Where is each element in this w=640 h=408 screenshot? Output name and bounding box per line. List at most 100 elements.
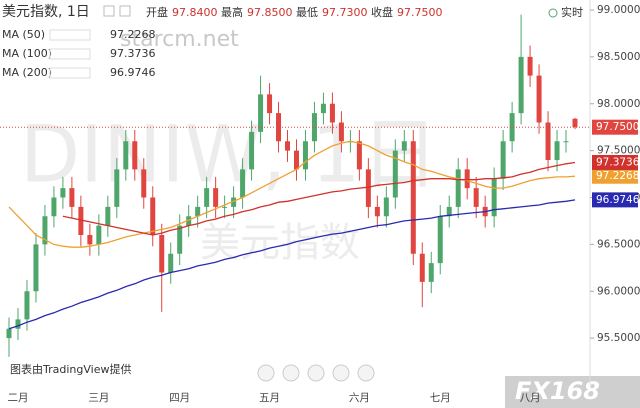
price-tag bbox=[592, 168, 638, 184]
candle-body bbox=[428, 263, 434, 282]
open-label: 开盘 bbox=[146, 5, 168, 19]
candle-body bbox=[320, 103, 326, 114]
price-tag-label: 97.7500 bbox=[596, 121, 639, 133]
header-icons bbox=[103, 5, 131, 17]
y-tick-label: 95.5000 bbox=[597, 332, 640, 344]
price-tag bbox=[592, 154, 638, 170]
y-tick-label: 96.0000 bbox=[597, 285, 640, 297]
open-value: 97.8400 bbox=[172, 6, 218, 19]
price-tag-label: 97.3736 bbox=[596, 156, 640, 168]
candle-body bbox=[96, 225, 102, 245]
candle-body bbox=[105, 206, 111, 226]
x-tick-label: 八月 bbox=[520, 392, 541, 404]
legend-label: MA (100) bbox=[2, 47, 52, 60]
y-tick-label: 97.5000 bbox=[597, 145, 640, 157]
x-tick-label: 六月 bbox=[349, 392, 370, 404]
price-tag bbox=[592, 192, 638, 208]
candle-body bbox=[410, 141, 416, 254]
logo-box bbox=[505, 376, 640, 408]
realtime-icon[interactable] bbox=[548, 8, 558, 18]
legend-icons bbox=[49, 29, 91, 41]
candle-body bbox=[186, 216, 192, 226]
candle-body bbox=[491, 178, 497, 217]
low-label: 最低 bbox=[296, 6, 318, 19]
x-tick-label: 四月 bbox=[169, 392, 190, 404]
candle-body bbox=[132, 141, 138, 170]
candle-body bbox=[545, 122, 551, 160]
candle-body bbox=[78, 206, 84, 235]
candle-body bbox=[536, 75, 542, 123]
candle-body bbox=[141, 169, 147, 198]
candle-body bbox=[150, 197, 156, 235]
candle-body bbox=[455, 169, 461, 207]
legend-icons bbox=[49, 67, 91, 79]
y-tick-label: 98.5000 bbox=[597, 51, 640, 63]
y-tick-label: 98.0000 bbox=[597, 98, 640, 110]
candle-body bbox=[392, 150, 398, 198]
price-tag-label: 96.9746 bbox=[596, 194, 640, 206]
realtime-button[interactable]: 实时 bbox=[561, 5, 583, 19]
ma-line bbox=[62, 161, 576, 236]
candle-body bbox=[195, 206, 201, 217]
chart-title: 美元指数, 1日 bbox=[2, 4, 90, 20]
candle-body bbox=[509, 113, 515, 142]
logo: FX168 bbox=[515, 377, 600, 405]
legend-value: 96.9746 bbox=[110, 66, 156, 79]
candle-body bbox=[518, 56, 524, 114]
legend-icons bbox=[49, 48, 91, 60]
legend-label: MA (50) bbox=[2, 28, 45, 41]
close-label: 收盘 bbox=[371, 5, 393, 19]
candle-body bbox=[437, 216, 443, 264]
candle-body bbox=[267, 94, 273, 114]
high-label: 最高 bbox=[221, 5, 243, 19]
candle-body bbox=[473, 188, 479, 207]
candle-body bbox=[60, 188, 66, 198]
candle-body bbox=[222, 206, 228, 208]
high-value: 97.8500 bbox=[247, 6, 293, 19]
x-tick-label: 七月 bbox=[430, 392, 451, 404]
candle-body bbox=[123, 141, 129, 170]
candle-body bbox=[554, 141, 560, 160]
x-tick-label: 五月 bbox=[259, 392, 280, 404]
candle-body bbox=[293, 150, 299, 170]
close-value: 97.7500 bbox=[397, 6, 443, 19]
credit: 图表由TradingView提供 bbox=[10, 362, 131, 376]
candle-body bbox=[42, 216, 48, 245]
nav-buttons[interactable] bbox=[257, 364, 375, 382]
candle-body bbox=[213, 188, 219, 207]
candle-body bbox=[33, 244, 39, 292]
watermark-site: starcm.net bbox=[120, 27, 239, 52]
legend-label: MA (200) bbox=[2, 66, 52, 79]
candle-body bbox=[464, 169, 470, 189]
legend-value: 97.3736 bbox=[110, 47, 156, 60]
price-tag-label: 97.2268 bbox=[596, 170, 639, 182]
candle-body bbox=[231, 197, 237, 207]
candle-body bbox=[114, 169, 120, 207]
candle-body bbox=[258, 94, 264, 132]
ma-line bbox=[8, 199, 576, 330]
candle-body bbox=[329, 103, 335, 123]
candle-body bbox=[276, 113, 282, 142]
candle-body bbox=[527, 56, 533, 76]
watermark-symbol: DINIW, 1日 bbox=[20, 110, 439, 200]
candle-body bbox=[500, 141, 506, 179]
candle-body bbox=[419, 253, 425, 282]
price-tag bbox=[592, 119, 638, 135]
candle-body bbox=[87, 235, 93, 245]
x-tick-label: 三月 bbox=[88, 392, 109, 404]
x-tick-label: 二月 bbox=[7, 392, 28, 404]
candle-body bbox=[365, 169, 371, 207]
low-value: 97.7300 bbox=[322, 6, 368, 19]
candle-body bbox=[15, 319, 21, 329]
candle-body bbox=[51, 197, 57, 217]
candle-body bbox=[6, 328, 12, 339]
candle-body bbox=[285, 141, 291, 151]
candle-body bbox=[446, 206, 452, 217]
candle-body bbox=[240, 169, 246, 198]
candle-body bbox=[69, 188, 75, 207]
candle-body bbox=[374, 206, 380, 217]
candle-body bbox=[572, 118, 578, 128]
candle-body bbox=[311, 113, 317, 142]
